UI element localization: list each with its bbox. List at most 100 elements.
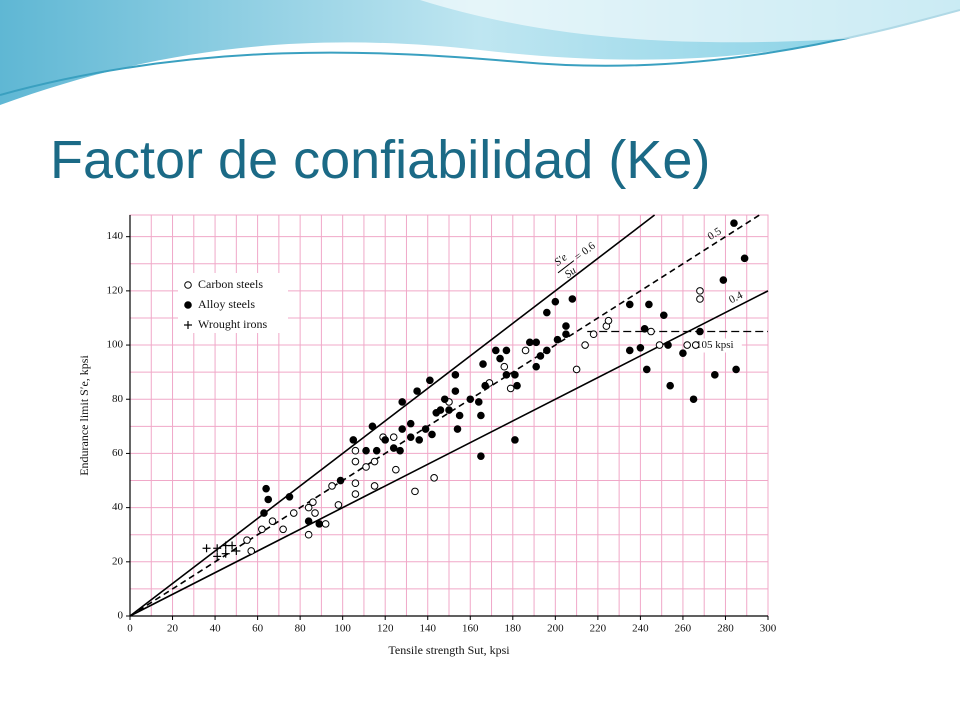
filled-marker: [511, 436, 519, 444]
y-tick-label: 80: [112, 393, 124, 405]
open-marker: [351, 479, 360, 488]
filled-marker: [285, 492, 294, 501]
filled-marker: [481, 381, 489, 390]
open-marker: [389, 433, 398, 441]
filled-marker: [711, 371, 719, 379]
y-tick-label: 120: [107, 284, 124, 296]
x-tick-label: 240: [632, 623, 649, 635]
plus-marker: [213, 552, 222, 561]
filled-marker: [455, 411, 464, 420]
filled-marker: [732, 365, 740, 374]
x-tick-label: 160: [462, 623, 479, 635]
filled-marker: [645, 300, 653, 309]
open-marker: [370, 482, 379, 490]
open-marker: [243, 536, 251, 544]
ratio-line: [129, 214, 760, 617]
threshold-label: 105 kpsi: [696, 339, 734, 351]
filled-marker: [398, 398, 407, 406]
filled-marker: [381, 436, 390, 444]
filled-marker: [415, 436, 424, 444]
filled-marker: [562, 330, 570, 339]
open-marker: [328, 482, 336, 490]
open-marker: [309, 498, 317, 507]
open-marker: [351, 490, 360, 498]
open-marker: [334, 501, 343, 509]
x-tick-label: 180: [505, 623, 522, 635]
filled-marker: [740, 254, 749, 263]
filled-marker: [526, 338, 534, 347]
filled-marker: [642, 365, 651, 374]
open-marker: [647, 327, 655, 336]
open-marker: [247, 547, 256, 555]
filled-marker: [625, 346, 634, 355]
plus-marker: [232, 546, 241, 555]
y-tick-label: 0: [118, 610, 124, 622]
y-tick-label: 60: [112, 447, 124, 459]
plus-marker: [202, 544, 211, 553]
filled-marker: [513, 381, 521, 390]
open-marker: [370, 457, 379, 466]
filled-marker: [336, 476, 345, 485]
filled-marker: [659, 311, 668, 320]
x-tick-label: 0: [127, 623, 133, 635]
filled-marker: [562, 322, 570, 330]
filled-marker: [368, 422, 377, 431]
filled-marker: [679, 349, 687, 357]
legend-label: Alloy steels: [198, 297, 255, 311]
filled-marker: [453, 425, 462, 433]
open-marker: [321, 520, 330, 528]
open-marker: [411, 487, 419, 496]
filled-marker: [396, 446, 404, 455]
filled-marker: [666, 381, 674, 390]
x-tick-label: 40: [210, 623, 222, 635]
filled-marker: [413, 387, 421, 395]
x-tick-label: 20: [167, 623, 179, 635]
fraction-bar: [557, 260, 575, 274]
legend-label: Carbon steels: [198, 277, 263, 291]
filled-marker: [636, 343, 645, 352]
open-marker: [696, 295, 704, 303]
open-marker: [304, 503, 313, 512]
x-tick-label: 260: [675, 623, 692, 635]
x-tick-label: 140: [419, 623, 436, 635]
header-wave-line: [0, 9, 960, 96]
x-tick-label: 120: [377, 623, 394, 635]
filled-marker: [264, 495, 273, 504]
x-tick-label: 280: [717, 623, 734, 635]
x-axis-label: Tensile strength Sut, kpsi: [388, 643, 510, 657]
filled-marker: [696, 327, 704, 336]
filled-marker: [304, 517, 313, 525]
open-marker: [304, 530, 313, 539]
y-tick-label: 20: [112, 555, 124, 567]
filled-marker: [502, 371, 511, 379]
filled-marker: [730, 219, 738, 227]
filled-marker: [372, 446, 381, 455]
x-tick-label: 80: [295, 623, 307, 635]
open-marker: [506, 384, 515, 393]
open-marker: [691, 341, 700, 349]
open-marker: [655, 341, 664, 349]
plus-marker: [221, 549, 230, 558]
filled-marker: [543, 346, 551, 355]
line-label: 0.4: [727, 289, 745, 306]
open-marker: [683, 341, 691, 349]
filled-marker: [625, 300, 634, 309]
label-bg: [687, 338, 742, 353]
legend-marker: [184, 301, 192, 309]
filled-marker: [362, 446, 370, 455]
x-tick-label: 60: [252, 623, 264, 635]
filled-marker: [551, 297, 560, 306]
open-marker: [604, 316, 613, 325]
filled-marker: [689, 395, 698, 404]
line-annotation: 0.4: [727, 289, 745, 306]
open-marker: [362, 463, 370, 471]
filled-marker: [389, 444, 398, 452]
filled-marker: [664, 341, 672, 349]
y-tick-label: 40: [112, 501, 124, 513]
y-axis-label: Endurance limit S′e, kpsi: [77, 355, 91, 476]
y-tick-label: 100: [107, 339, 124, 351]
filled-marker: [491, 346, 500, 355]
filled-marker: [466, 395, 475, 404]
plus-marker: [228, 541, 237, 550]
filled-marker: [445, 406, 453, 414]
